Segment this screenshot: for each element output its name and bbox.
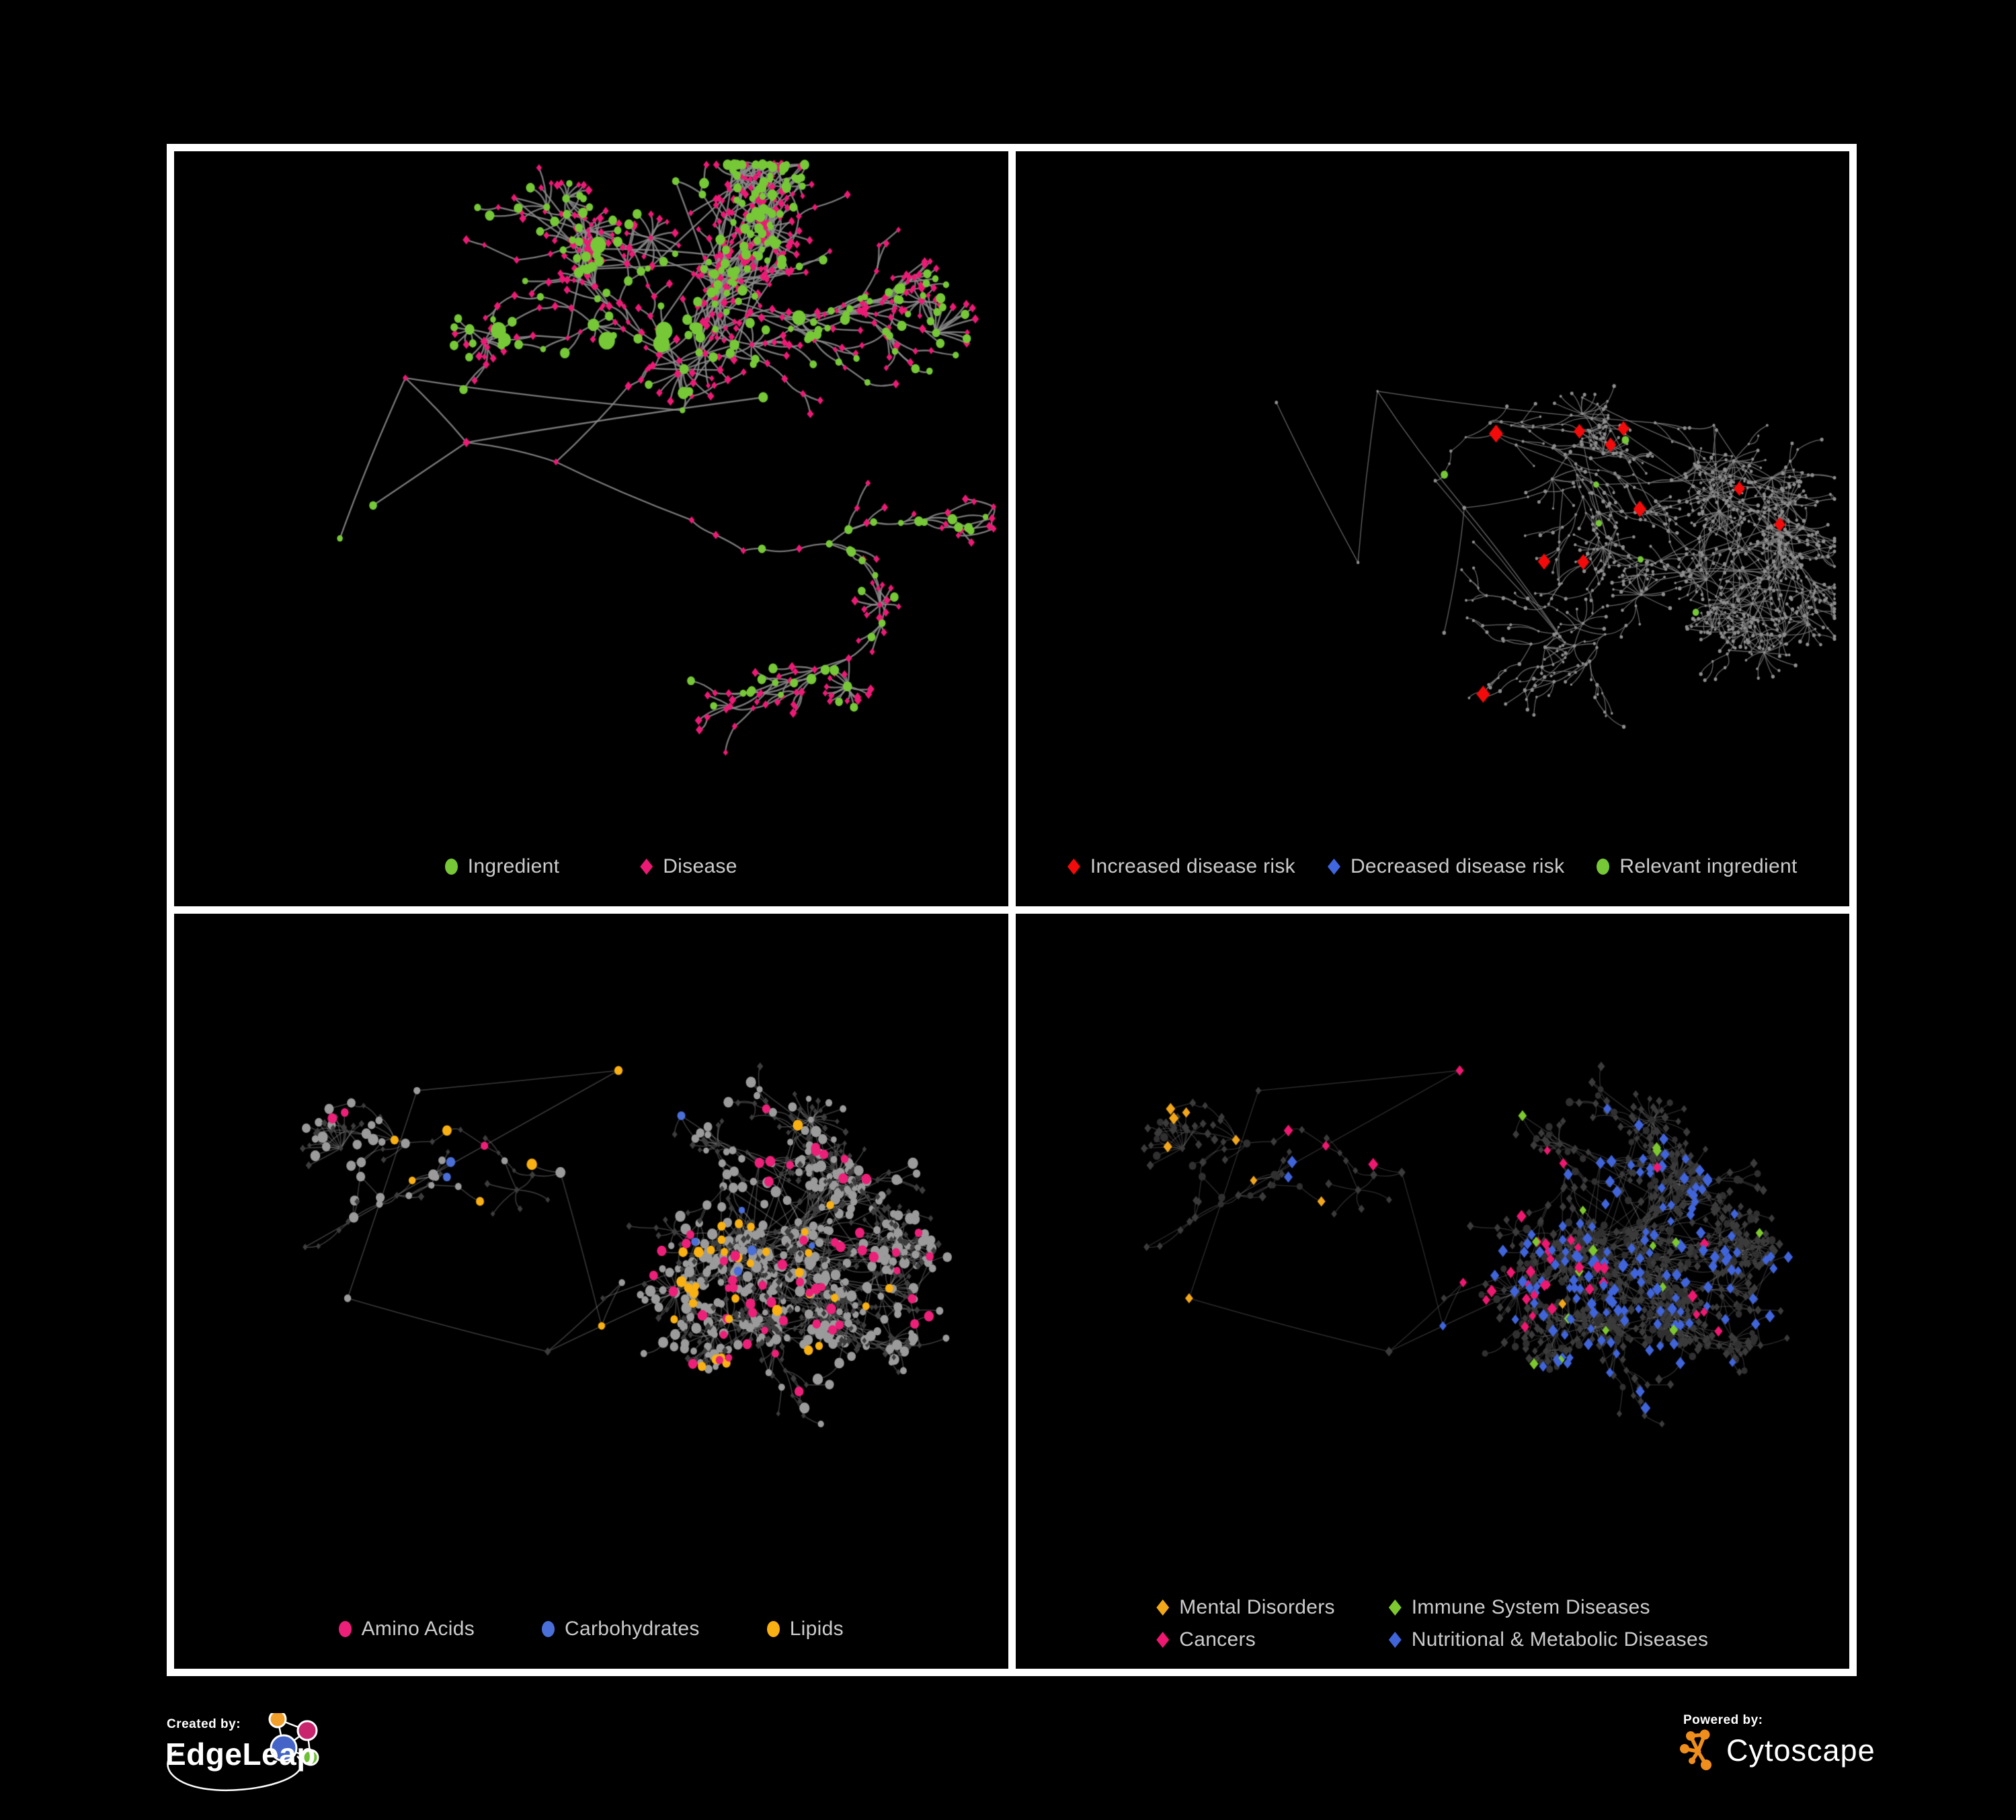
immune-diseases-diamond-icon bbox=[1388, 1599, 1402, 1616]
legend-label-carbohydrates: Carbohydrates bbox=[565, 1618, 700, 1640]
powered-by-label: Powered by: bbox=[1683, 1713, 1763, 1727]
cytoscape-logo-icon bbox=[1680, 1729, 1711, 1770]
lipids-circle-icon bbox=[766, 1621, 780, 1637]
legend-item-mental-disorders: Mental Disorders bbox=[1156, 1596, 1335, 1619]
cytoscape-network-glyph bbox=[1680, 1729, 1711, 1770]
edgeleap-credit-block: Created by: EdgeLeap bbox=[165, 1713, 387, 1814]
legend-label-relevant-ingredient: Relevant ingredient bbox=[1619, 855, 1798, 877]
legend-disease-categories: Mental Disorders Immune System Diseases … bbox=[1016, 1596, 1850, 1651]
panel-nutrient-classes: Amino Acids Carbohydrates Lipids bbox=[174, 914, 1008, 1669]
legend-item-ingredient: Ingredient bbox=[444, 855, 560, 878]
edgeleap-logo-icon bbox=[167, 1713, 319, 1792]
legend-label-cancers: Cancers bbox=[1179, 1628, 1256, 1651]
mental-disorders-diamond-icon bbox=[1156, 1599, 1170, 1616]
legend-label-disease: Disease bbox=[663, 855, 737, 877]
legend-ingredient-disease: Ingredient Disease bbox=[174, 855, 1008, 878]
legend-disease-risk: Increased disease risk Decreased disease… bbox=[1016, 855, 1850, 878]
decreased-risk-diamond-icon bbox=[1327, 859, 1340, 875]
legend-label-lipids: Lipids bbox=[789, 1618, 844, 1640]
edgeleap-network-glyph bbox=[268, 1713, 319, 1766]
cancers-diamond-icon bbox=[1156, 1632, 1170, 1648]
nutritional-metabolic-diamond-icon bbox=[1388, 1632, 1402, 1648]
legend-label-ingredient: Ingredient bbox=[467, 855, 560, 877]
panel-disease-categories: Mental Disorders Immune System Diseases … bbox=[1015, 914, 1850, 1669]
ingredient-disease-network-canvas bbox=[174, 151, 1008, 906]
legend-label-mental-disorders: Mental Disorders bbox=[1179, 1596, 1335, 1618]
legend-item-relevant-ingredient: Relevant ingredient bbox=[1597, 855, 1797, 878]
panel-disease-risk: Increased disease risk Decreased disease… bbox=[1015, 151, 1850, 906]
legend-item-cancers: Cancers bbox=[1156, 1628, 1335, 1651]
legend-label-nutritional-metabolic: Nutritional & Metabolic Diseases bbox=[1411, 1628, 1709, 1651]
legend-label-amino-acids: Amino Acids bbox=[361, 1618, 475, 1640]
legend-item-immune-diseases: Immune System Diseases bbox=[1388, 1596, 1708, 1619]
cytoscape-credit-block: Powered by: Cytoscape bbox=[1679, 1713, 1894, 1794]
nutrient-classes-network-canvas bbox=[174, 914, 1008, 1669]
increased-risk-diamond-icon bbox=[1067, 859, 1080, 875]
created-by-label: Created by: bbox=[167, 1717, 241, 1731]
panel-grid-frame: Ingredient Disease Increased disease ris… bbox=[167, 144, 1857, 1676]
legend-label-increased-risk: Increased disease risk bbox=[1090, 855, 1295, 877]
legend-item-lipids: Lipids bbox=[766, 1618, 844, 1640]
legend-item-nutritional-metabolic: Nutritional & Metabolic Diseases bbox=[1388, 1628, 1709, 1651]
disease-diamond-icon bbox=[640, 859, 653, 875]
legend-label-decreased-risk: Decreased disease risk bbox=[1350, 855, 1565, 877]
amino-acids-circle-icon bbox=[338, 1621, 352, 1637]
legend-item-amino-acids: Amino Acids bbox=[338, 1618, 475, 1640]
legend-item-decreased-risk: Decreased disease risk bbox=[1327, 855, 1565, 878]
edgeleap-swoosh bbox=[167, 1749, 303, 1792]
panel-ingredient-disease: Ingredient Disease bbox=[174, 151, 1008, 906]
legend-item-carbohydrates: Carbohydrates bbox=[542, 1618, 700, 1640]
ingredient-circle-icon bbox=[444, 859, 458, 875]
legend-item-increased-risk: Increased disease risk bbox=[1067, 855, 1295, 878]
disease-risk-network-canvas bbox=[1015, 151, 1849, 906]
legend-nutrient-classes: Amino Acids Carbohydrates Lipids bbox=[174, 1618, 1008, 1640]
legend-item-disease: Disease bbox=[640, 855, 737, 878]
disease-categories-network-canvas bbox=[1015, 914, 1849, 1669]
edgeleap-brand-name: EdgeLeap bbox=[165, 1737, 316, 1772]
carbohydrates-circle-icon bbox=[542, 1621, 555, 1637]
cytoscape-brand-name: Cytoscape bbox=[1726, 1733, 1876, 1768]
relevant-ingredient-circle-icon bbox=[1597, 859, 1610, 875]
legend-label-immune-diseases: Immune System Diseases bbox=[1411, 1596, 1650, 1618]
